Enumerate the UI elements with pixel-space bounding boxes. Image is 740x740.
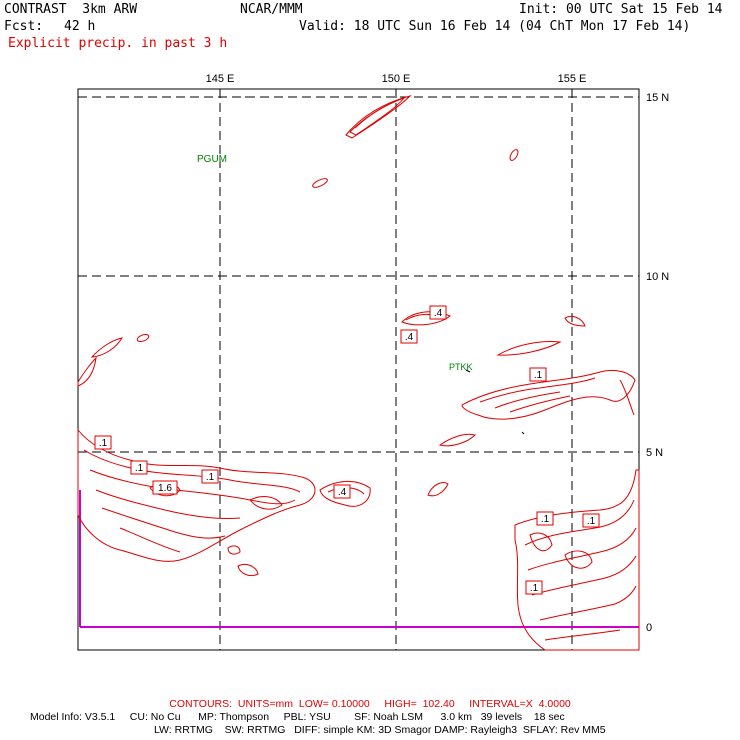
contour-label: .1 [525, 580, 543, 595]
init-time: Init: 00 UTC Sat 15 Feb 14 [519, 2, 723, 17]
svg-text:.1: .1 [534, 370, 543, 381]
lon-label-150: 150 E [382, 73, 411, 85]
contour-label: .4 [400, 329, 418, 344]
lat-label-10n: 10 N [646, 271, 669, 283]
field-title: Explicit precip. in past 3 h [8, 36, 228, 51]
svg-text:.4: .4 [405, 332, 414, 343]
coast-marks [245, 96, 525, 435]
lon-label-145: 145 E [206, 73, 235, 85]
contour-label: .1 [536, 511, 554, 526]
contour-label: .1 [94, 435, 112, 450]
lat-label-0: 0 [646, 622, 652, 634]
domain-boundary [79, 490, 639, 628]
contour-label: .4 [429, 305, 447, 320]
contour-label: 1.6 [152, 480, 178, 495]
lat-label-15n: 15 N [646, 92, 669, 104]
svg-text:.1: .1 [587, 516, 596, 527]
svg-text:.4: .4 [434, 308, 443, 319]
lat-label-5n: 5 N [646, 447, 663, 459]
contour-label: .1 [201, 469, 219, 484]
contour-label: .1 [529, 367, 547, 382]
lon-label-155: 155 E [558, 73, 587, 85]
forecast-label: Fcst: [4, 19, 44, 34]
valid-time: Valid: 18 UTC Sun 16 Feb 14 (04 ChT Mon … [299, 19, 691, 34]
svg-text:.1: .1 [99, 438, 108, 449]
forecast-hour: 42 h [64, 19, 96, 34]
svg-text:1.6: 1.6 [158, 483, 172, 494]
model-title: CONTRAST 3km ARW [4, 2, 138, 17]
contour-label: .1 [130, 460, 148, 475]
map-frame [77, 88, 640, 651]
station-ptkk: PTKK [449, 362, 473, 372]
svg-text:.1: .1 [530, 583, 539, 594]
model-info-line-2: LW: RRTMG SW: RRTMG DIFF: simple KM: 3D … [154, 724, 606, 736]
model-info-line-1: Model Info: V3.5.1 CU: No Cu MP: Thompso… [30, 711, 565, 723]
contour-info: CONTOURS: UNITS=mm LOW= 0.10000 HIGH= 10… [169, 698, 571, 710]
svg-text:.4: .4 [338, 487, 347, 498]
lat-lon-grid [78, 89, 639, 650]
precip-contours [77, 95, 640, 651]
org-label: NCAR/MMM [240, 2, 303, 17]
svg-text:.1: .1 [541, 514, 550, 525]
svg-text:.1: .1 [206, 472, 215, 483]
contour-label: .1 [582, 513, 600, 528]
svg-text:.1: .1 [135, 463, 144, 474]
contour-value-labels: .1 .1 1.6 .1 .4 .4 .4 .1 [94, 305, 600, 595]
contour-label: .4 [333, 484, 351, 499]
station-pgum: PGUM [197, 154, 227, 165]
